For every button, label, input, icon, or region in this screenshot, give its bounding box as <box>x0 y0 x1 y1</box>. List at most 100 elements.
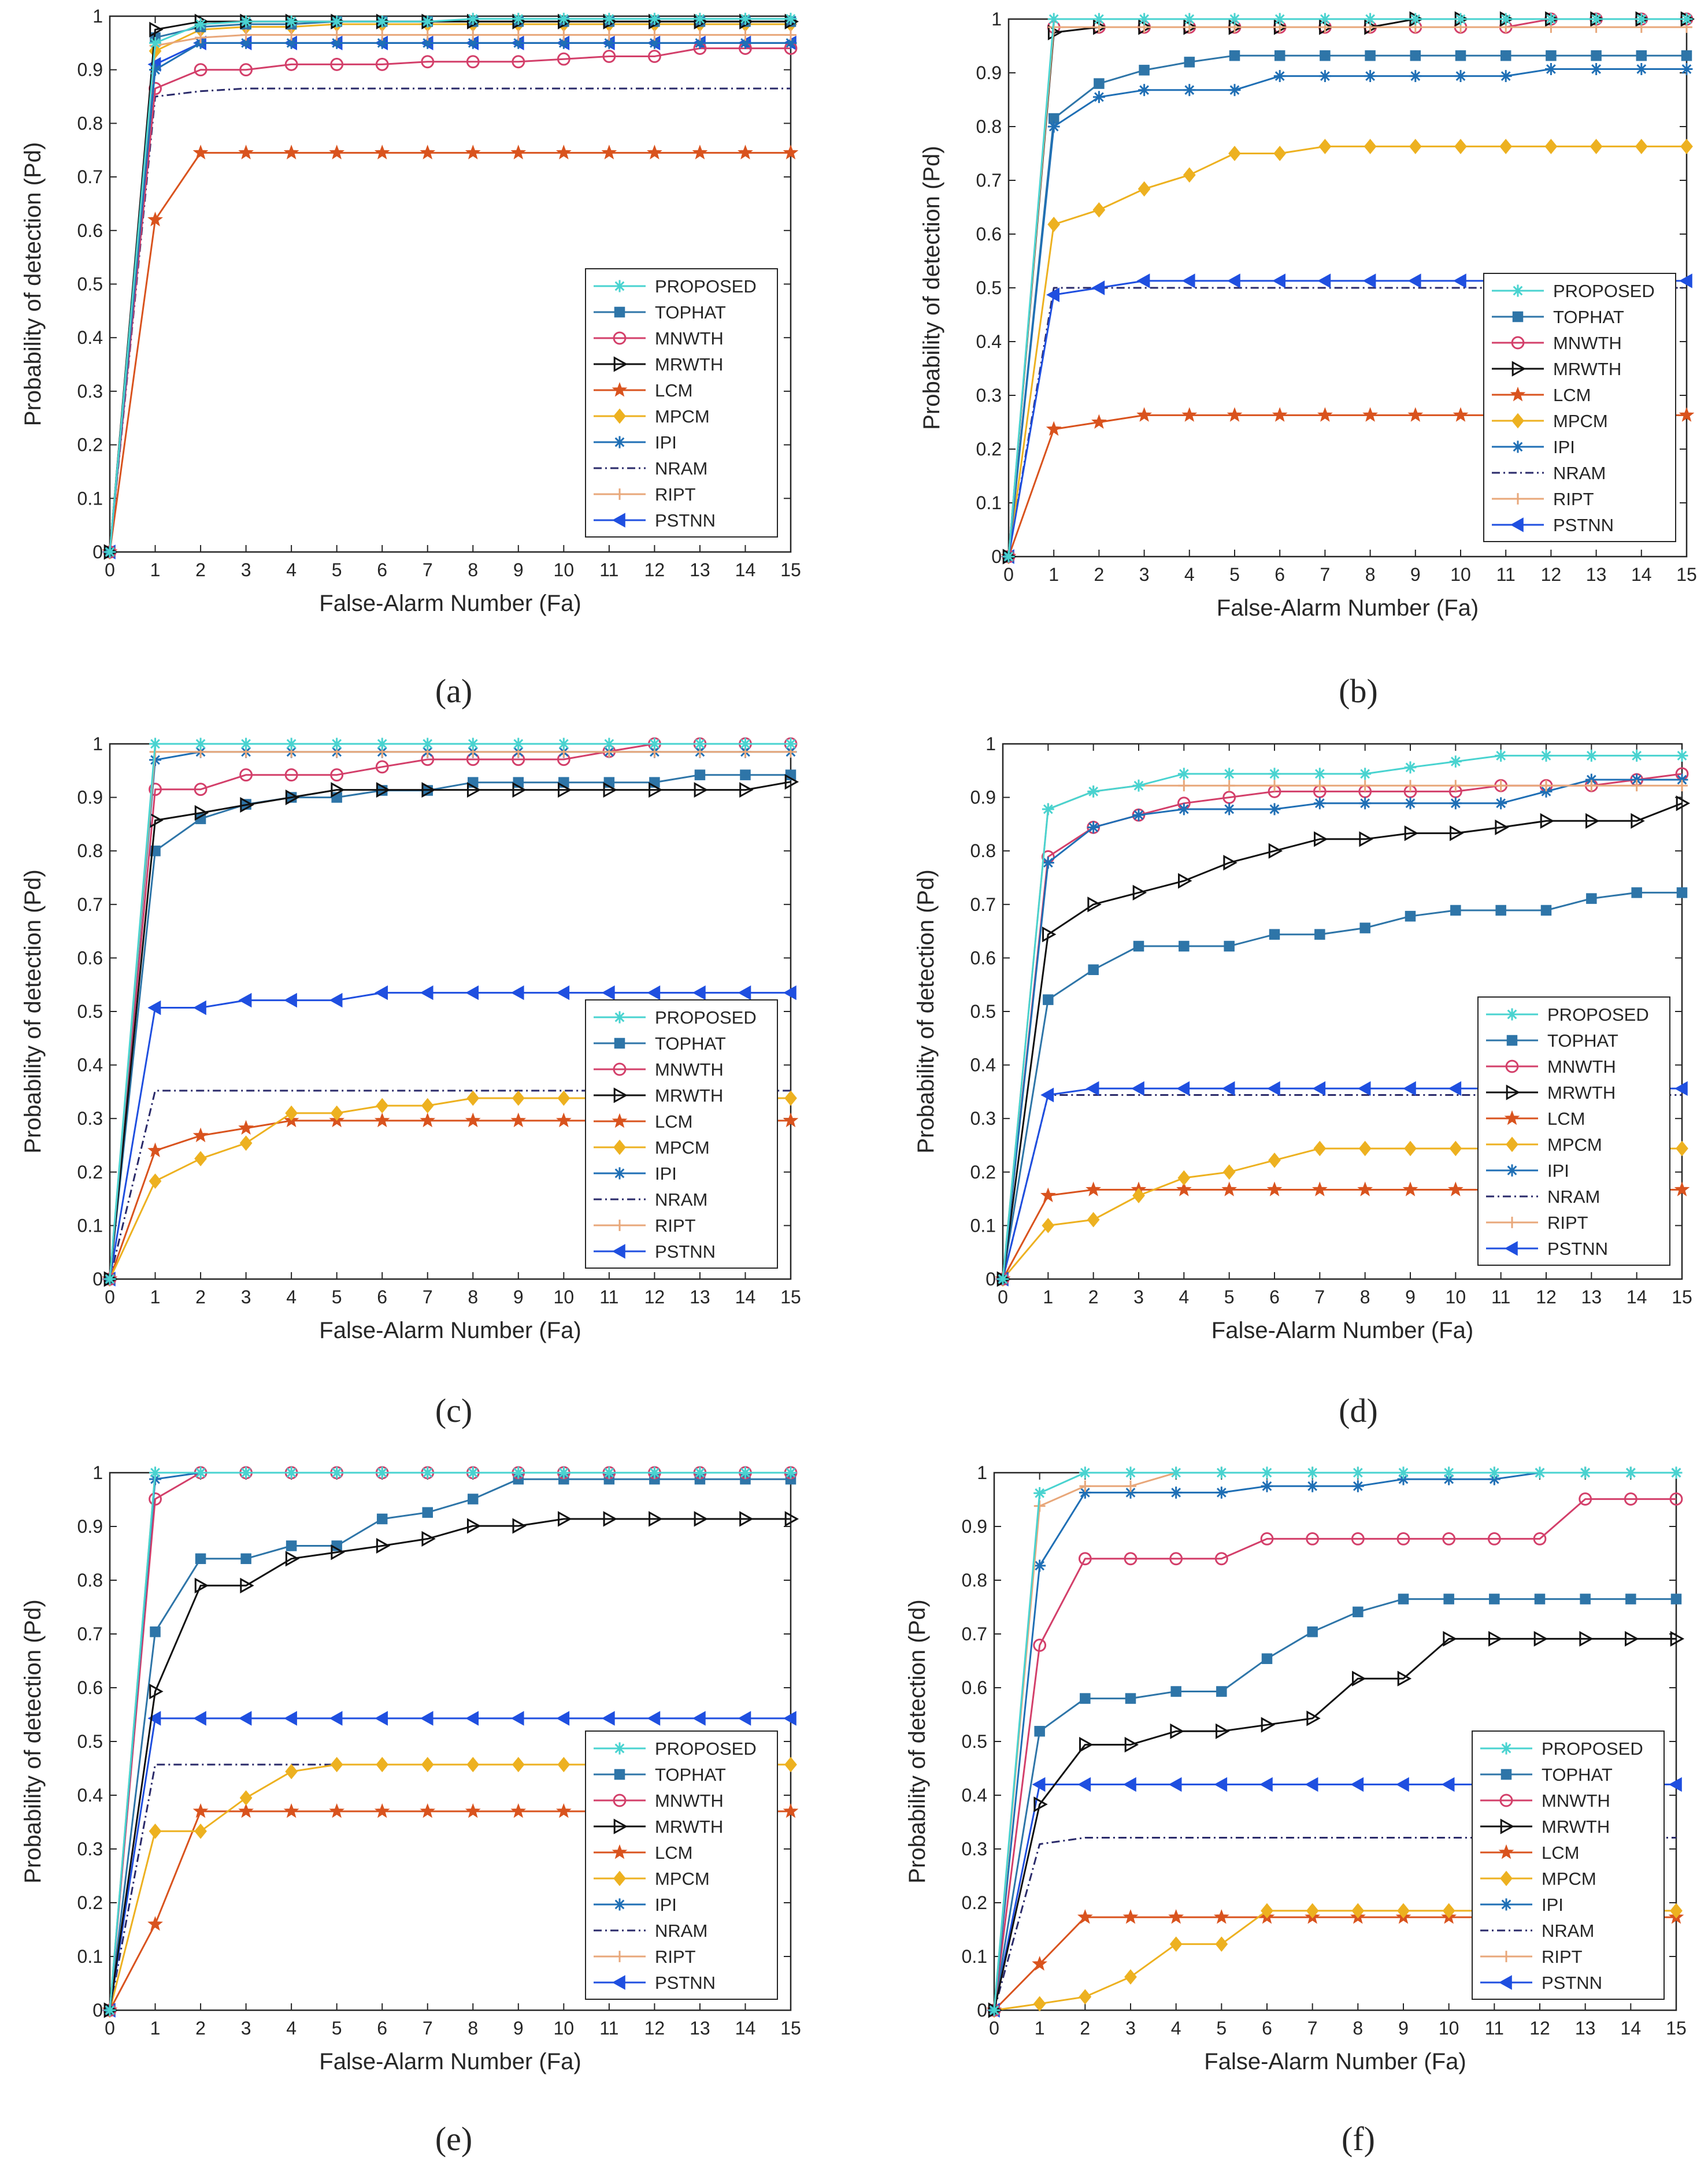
data-point <box>1040 1087 1054 1103</box>
x-tick-label: 12 <box>644 2018 665 2039</box>
x-tick-label: 5 <box>332 559 342 580</box>
data-point <box>1488 1466 1500 1479</box>
y-tick-label: 0.3 <box>962 1839 987 1859</box>
data-point <box>1540 780 1552 792</box>
x-tick-label: 3 <box>1133 1287 1144 1307</box>
data-point <box>1540 785 1553 798</box>
chart-panel: 0 1 2 3 4 5 6 7 8 9 10 11 12 13 14 1500.10.20.30.40.50.… <box>905 1462 1687 2158</box>
data-point <box>421 29 434 41</box>
series-line <box>109 20 791 553</box>
data-point <box>420 1803 436 1818</box>
data-point <box>1033 1487 1046 1499</box>
y-tick-label: 1 <box>92 1462 103 1483</box>
legend-marker <box>1500 1951 1512 1962</box>
data-point <box>329 1803 345 1818</box>
y-tick-label: 0.2 <box>962 1892 987 1913</box>
y-axis-label: Probability of detection (Pd) <box>913 869 939 1153</box>
data-point <box>1631 813 1645 829</box>
data-point <box>1359 797 1372 810</box>
legend-label: NRAM <box>655 458 707 479</box>
data-point <box>1266 1081 1280 1096</box>
data-point <box>1443 1473 1455 1485</box>
data-point <box>1033 1559 1046 1572</box>
data-point <box>1087 785 1100 798</box>
y-tick-label: 0.2 <box>77 1162 103 1183</box>
data-point <box>1306 1480 1319 1492</box>
data-point <box>330 768 344 782</box>
x-tick-label: 10 <box>1439 2018 1459 2039</box>
data-point <box>1397 1473 1410 1485</box>
data-point <box>1092 202 1106 218</box>
data-point <box>240 36 253 49</box>
data-point <box>784 13 797 25</box>
data-point <box>194 1824 207 1839</box>
data-point <box>603 36 616 49</box>
series-line <box>109 23 791 553</box>
data-point <box>1033 1639 1047 1652</box>
y-tick-label: 0.5 <box>77 1731 103 1752</box>
legend-item-nram: NRAM <box>1486 1187 1600 1207</box>
data-point <box>376 1756 389 1773</box>
data-point <box>1359 768 1372 780</box>
x-tick-label: 12 <box>1541 564 1562 585</box>
legend-item-mpcm: MPCM <box>594 1869 710 1889</box>
data-point <box>1455 50 1466 61</box>
x-tick-label: 3 <box>241 1287 251 1307</box>
data-point <box>784 1756 797 1773</box>
y-tick-label: 0.2 <box>970 1162 996 1183</box>
data-point <box>467 29 479 41</box>
y-tick-label: 0.4 <box>962 1785 987 1806</box>
series-line <box>1002 754 1682 1280</box>
legend-marker <box>614 1769 625 1780</box>
data-point <box>1132 884 1147 900</box>
data-point <box>510 1112 527 1128</box>
legend-label: RIPT <box>1542 1947 1583 1967</box>
data-point <box>1450 825 1464 842</box>
data-point <box>1273 13 1286 25</box>
data-point <box>466 782 481 798</box>
data-point <box>420 1112 436 1128</box>
legend-label: LCM <box>655 380 692 401</box>
legend-item-ript: RIPT <box>1486 1213 1588 1233</box>
legend-marker <box>1506 1084 1521 1100</box>
data-point <box>1495 797 1507 810</box>
data-point <box>1365 50 1376 61</box>
data-point <box>376 1513 388 1525</box>
legend-label: MNWTH <box>655 1059 724 1080</box>
chart-panel: 0 1 2 3 4 5 6 7 8 9 10 11 12 13 14 1500.10.20.30.40.50.… <box>913 733 1692 1429</box>
legend-item-ipi: IPI <box>594 1163 677 1184</box>
legend-label: MRWTH <box>1553 359 1621 379</box>
data-point <box>1680 63 1693 75</box>
x-tick-label: 4 <box>286 559 297 580</box>
legend-label: MNWTH <box>1553 333 1622 353</box>
data-point <box>1674 1181 1690 1196</box>
data-point <box>738 144 753 160</box>
data-point <box>512 1518 527 1534</box>
legend-marker <box>614 306 625 318</box>
data-point <box>1183 167 1196 183</box>
data-point <box>1443 1466 1455 1479</box>
data-point <box>1488 1473 1500 1485</box>
x-tick-label: 9 <box>513 2018 524 2039</box>
x-tick-label: 14 <box>1627 1287 1647 1307</box>
data-point <box>1676 795 1691 811</box>
data-point <box>421 36 434 49</box>
chart-panel: 0 1 2 3 4 5 6 7 8 9 10 11 12 13 14 1500.10.20.30.40.50.… <box>20 1462 801 2158</box>
data-point <box>149 1683 164 1700</box>
data-point <box>1585 749 1598 762</box>
data-point <box>1625 1594 1636 1604</box>
data-point <box>1351 1466 1364 1479</box>
legend-item-mnwth: MNWTH <box>594 1791 724 1811</box>
data-point <box>376 782 391 798</box>
data-point <box>784 1511 799 1527</box>
legend-marker <box>1511 440 1524 453</box>
data-point <box>1397 1903 1410 1919</box>
legend-marker <box>613 1062 627 1076</box>
y-tick-label: 0.4 <box>77 327 103 348</box>
series-line <box>109 1472 791 2011</box>
data-point <box>558 1511 572 1527</box>
x-tick-label: 15 <box>1672 1287 1692 1307</box>
data-point <box>194 1466 207 1479</box>
series-proposed <box>1002 13 1693 563</box>
